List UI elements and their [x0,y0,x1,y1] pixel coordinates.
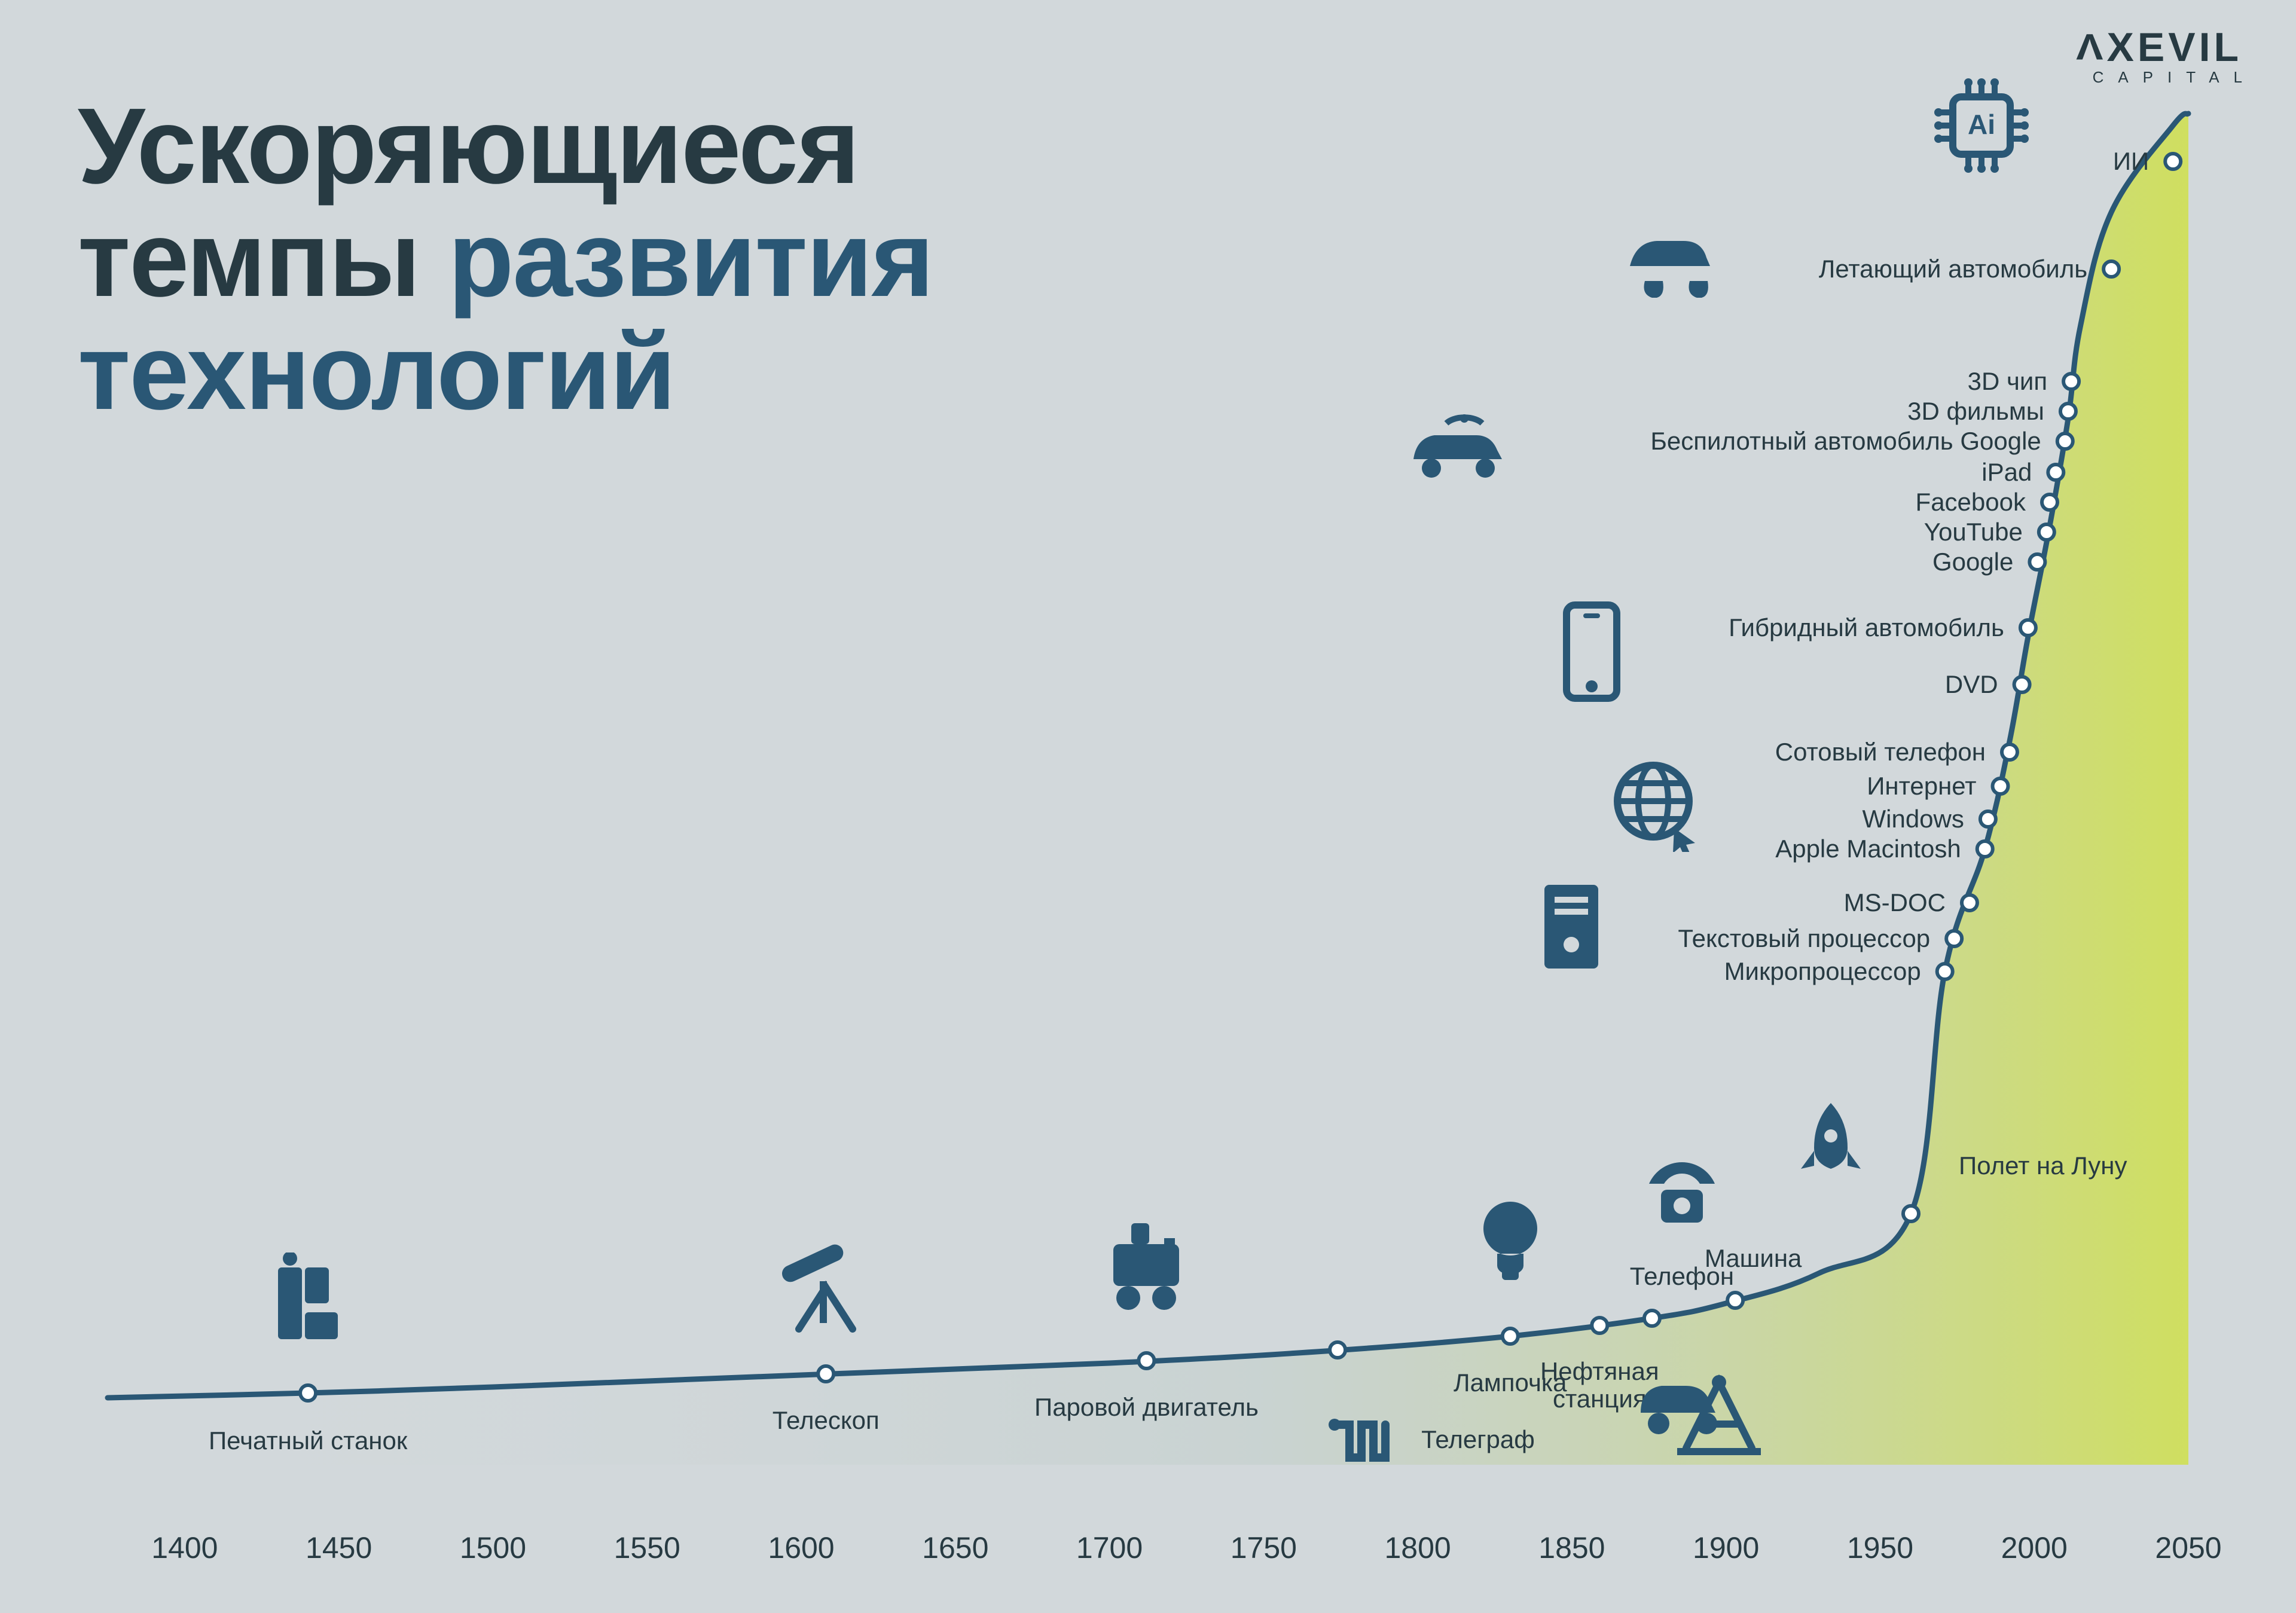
self-car-icon [1405,396,1506,498]
x-tick-1900: 1900 [1693,1530,1759,1565]
x-tick-1400: 1400 [151,1530,218,1565]
event-label-youtube: YouTube [1924,518,2023,546]
x-tick-1450: 1450 [306,1530,372,1565]
event-label-интернет: Интернет [1867,772,1976,801]
x-tick-2000: 2000 [2001,1530,2068,1565]
event-label-беспилотный-автомобиль-google: Беспилотный автомобиль Google [1650,427,2041,456]
smartphone-icon [1541,601,1642,702]
event-label-паровой-двигатель: Паровой двигатель [1034,1393,1259,1422]
event-label-микропроцессор: Микропроцессор [1724,957,1921,986]
event-label-apple-macintosh: Apple Macintosh [1775,835,1961,863]
event-label-windows: Windows [1862,805,1964,833]
event-label-гибридный-автомобиль: Гибридный автомобиль [1729,613,2004,642]
event-label-телескоп: Телескоп [773,1406,880,1435]
event-label-facebook: Facebook [1916,488,2026,517]
car-old-icon [1629,1356,1730,1458]
event-label-полет-на-луну: Полет на Луну [1959,1151,2127,1180]
x-tick-1600: 1600 [768,1530,834,1565]
rocket-icon [1780,1094,1882,1196]
fly-car-icon [1618,212,1720,314]
x-tick-1950: 1950 [1847,1530,1913,1565]
event-label-dvd: DVD [1945,670,1998,699]
event-label-сотовый-телефон: Сотовый телефон [1775,738,1986,766]
telegraph-icon [1311,1389,1412,1490]
train-icon [1095,1220,1197,1322]
x-tick-1850: 1850 [1538,1530,1605,1565]
ai-chip-icon [1931,75,2032,176]
globe-icon [1602,750,1704,852]
event-label-ии: ИИ [2113,147,2149,176]
event-label-телеграф: Телеграф [1421,1425,1535,1454]
x-tick-2050: 2050 [2155,1530,2221,1565]
event-label-3d-фильмы: 3D фильмы [1907,397,2044,426]
bulb-icon [1460,1190,1561,1291]
event-label-машина: Машина [1705,1244,1802,1273]
x-tick-1550: 1550 [614,1530,680,1565]
pc-tower-icon [1521,876,1622,977]
phone-icon [1631,1142,1733,1244]
x-tick-1650: 1650 [922,1530,988,1565]
event-label-3d-чип: 3D чип [1968,367,2047,396]
x-tick-1750: 1750 [1231,1530,1297,1565]
telescope-icon [775,1233,877,1335]
x-tick-1700: 1700 [1076,1530,1143,1565]
event-label-летающий-автомобиль: Летающий автомобиль [1819,255,2087,283]
x-tick-1800: 1800 [1384,1530,1451,1565]
event-label-google: Google [1932,548,2013,576]
event-label-ipad: iPad [1981,458,2032,487]
event-label-печатный-станок: Печатный станок [209,1426,407,1455]
x-tick-1500: 1500 [460,1530,526,1565]
press-icon [257,1252,359,1354]
event-label-ms-doc: MS-DOC [1844,888,1946,917]
event-label-текстовый-процессор: Текстовый процессор [1678,924,1930,953]
